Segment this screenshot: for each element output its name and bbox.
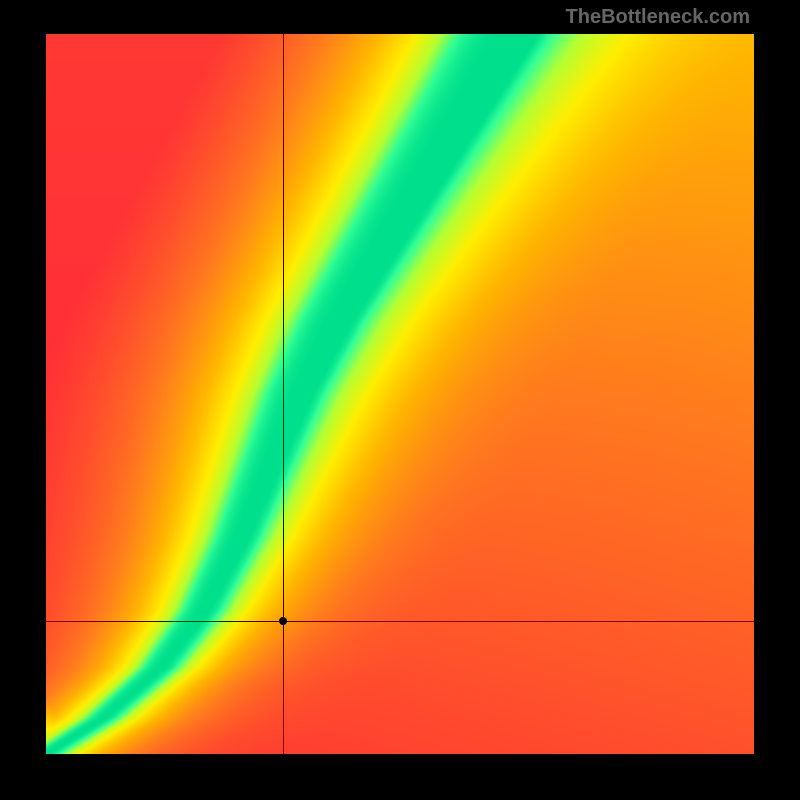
crosshair-horizontal: [46, 621, 754, 622]
target-marker: [279, 617, 287, 625]
chart-outer-frame: TheBottleneck.com: [0, 0, 800, 800]
heatmap-canvas: [46, 34, 754, 754]
plot-area: [46, 34, 754, 754]
crosshair-vertical: [283, 34, 284, 754]
watermark-text: TheBottleneck.com: [566, 6, 750, 29]
